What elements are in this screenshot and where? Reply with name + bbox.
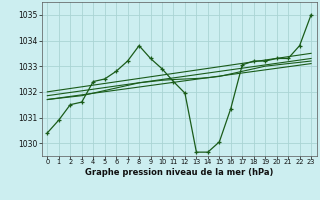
X-axis label: Graphe pression niveau de la mer (hPa): Graphe pression niveau de la mer (hPa) <box>85 168 273 177</box>
